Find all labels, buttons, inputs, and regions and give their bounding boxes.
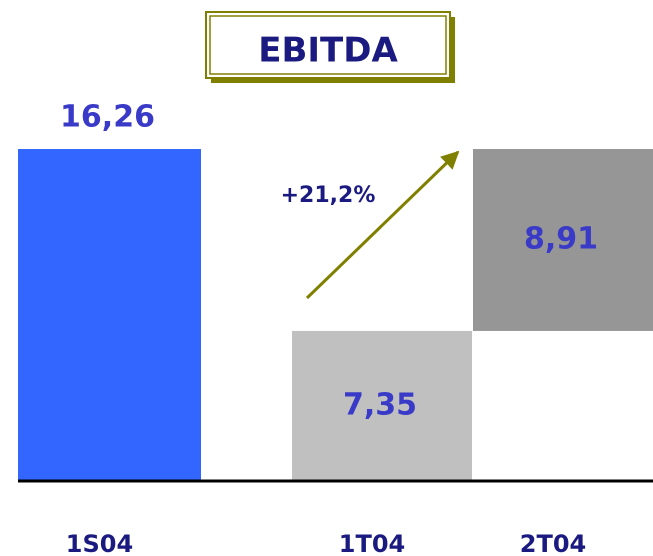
x-tick-label: 1S04 — [66, 530, 133, 556]
value-label: 8,91 — [524, 221, 598, 256]
title-box-inner — [209, 15, 447, 75]
title-box — [205, 11, 451, 79]
value-label: 7,35 — [343, 387, 417, 422]
annotation: +21,2% — [281, 183, 376, 208]
x-tick-label: 2T04 — [520, 530, 586, 556]
bar — [292, 330, 472, 481]
chart-title: EBITDA — [258, 31, 398, 71]
growth-arrow — [305, 150, 460, 300]
bar — [473, 149, 653, 331]
bar — [18, 149, 201, 481]
value-label: 16,26 — [60, 100, 155, 135]
x-tick-label: 1T04 — [339, 530, 405, 556]
